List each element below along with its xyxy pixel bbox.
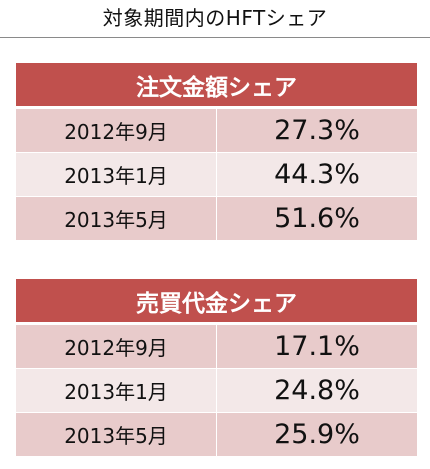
share-value-cell: 24.8% [216,368,418,413]
table-row: 2012年9月 17.1% [15,323,418,369]
order-amount-share-table: 注文金額シェア 2012年9月 27.3% 2013年1月 44.3% 2013… [15,62,418,241]
period-cell: 2013年1月 [15,152,217,197]
page-title: 対象期間内のHFTシェア [102,6,328,30]
table-row: 2013年5月 51.6% [15,196,418,241]
share-value-cell: 44.3% [216,152,418,197]
table-row: 2013年1月 24.8% [15,368,418,413]
table-row: 2012年9月 27.3% [15,107,418,153]
table-header: 売買代金シェア [15,278,418,325]
period-cell: 2013年5月 [15,196,217,241]
table-header: 注文金額シェア [15,62,418,109]
table-header-row: 売買代金シェア [15,278,418,325]
share-value-cell: 17.1% [216,323,418,369]
table-header-row: 注文金額シェア [15,62,418,109]
share-value-cell: 51.6% [216,196,418,241]
title-divider [0,37,430,38]
table-row: 2013年5月 25.9% [15,412,418,457]
period-cell: 2013年1月 [15,368,217,413]
share-value-cell: 25.9% [216,412,418,457]
period-cell: 2012年9月 [15,323,217,369]
period-cell: 2012年9月 [15,107,217,153]
table-row: 2013年1月 44.3% [15,152,418,197]
trading-value-share-table: 売買代金シェア 2012年9月 17.1% 2013年1月 24.8% 2013… [15,278,418,457]
share-value-cell: 27.3% [216,107,418,153]
period-cell: 2013年5月 [15,412,217,457]
